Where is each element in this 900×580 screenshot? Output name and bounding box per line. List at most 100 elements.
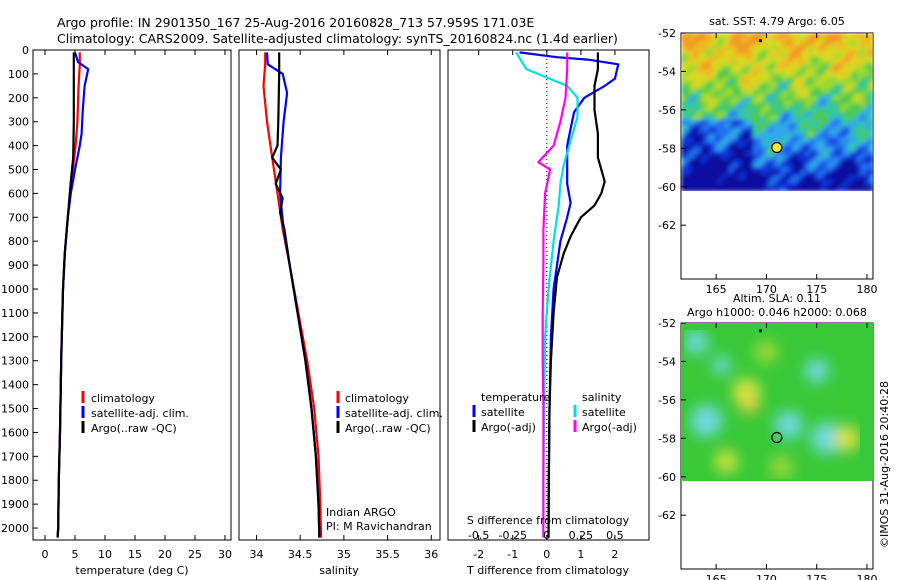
sst-cell (849, 127, 854, 133)
sst-cell (769, 115, 774, 121)
sst-cell (825, 100, 830, 105)
sst-cell (777, 44, 782, 50)
x-tick-label: 15 (128, 548, 142, 561)
sst-cell (829, 163, 834, 168)
sst-cell (781, 48, 786, 54)
sst-cell (801, 76, 806, 81)
sst-cell (733, 92, 738, 97)
sst-cell (701, 143, 706, 149)
sst-cell (745, 151, 750, 157)
sst-cell (781, 76, 786, 81)
sst-cell (849, 139, 854, 145)
sst-cell (769, 127, 774, 133)
sst-cell (817, 171, 822, 176)
sst-cell (797, 92, 802, 97)
sst-cell (797, 88, 802, 93)
temperature-ticks: 0 5 10 15 20 25 30 (42, 50, 232, 561)
sst-cell (849, 155, 854, 160)
sst-cell (817, 64, 822, 70)
sst-cell (785, 96, 790, 101)
sst-cell (681, 187, 686, 191)
sst-cell (725, 108, 730, 113)
sst-cell (701, 179, 706, 184)
sst-cell (709, 100, 714, 105)
sst-cell (761, 183, 766, 188)
sst-cell (749, 68, 754, 74)
sst-cell (749, 135, 754, 141)
y-tick-label: 500 (8, 164, 29, 177)
sst-cell (713, 84, 718, 89)
sst-cell (709, 84, 714, 89)
sst-cell (857, 155, 862, 160)
sst-cell (833, 115, 838, 121)
sst-cell (865, 151, 870, 157)
sst-cell (741, 40, 746, 46)
sst-cell (797, 183, 802, 188)
sst-cell (781, 88, 786, 93)
sst-cell (845, 36, 850, 42)
sst-cell (757, 167, 762, 172)
sst-cell (841, 100, 846, 105)
sst-cell (721, 123, 726, 129)
sst-cell (829, 36, 834, 42)
sst-cell (797, 60, 802, 66)
sst-cell (709, 40, 714, 46)
sla-blob (774, 410, 803, 439)
sst-cell (869, 131, 873, 137)
sst-cell (777, 159, 782, 164)
sst-cell (757, 72, 762, 78)
sst-cell (717, 92, 722, 97)
sst-cell (689, 155, 694, 160)
sst-cell (865, 171, 870, 176)
sst-cell (761, 115, 766, 121)
sst-cell (865, 60, 870, 66)
sst-cell (853, 179, 858, 184)
sst-cell (861, 112, 866, 117)
sst-cell (841, 167, 846, 172)
sst-cell (857, 112, 862, 117)
sst-cell (817, 159, 822, 164)
sst-cell (765, 60, 770, 66)
sst-cell (709, 135, 714, 141)
sst-cell (761, 159, 766, 164)
sst-cell (845, 187, 850, 191)
sst-cell (845, 143, 850, 149)
sst-cell (717, 88, 722, 93)
sst-cell (849, 104, 854, 109)
sst-cell (681, 135, 686, 141)
sst-cell (781, 68, 786, 74)
sst-cell (805, 76, 810, 81)
sst-cell (685, 100, 690, 105)
sst-cell (781, 159, 786, 164)
sst-cell (829, 44, 834, 50)
sst-cell (773, 179, 778, 184)
sst-cell (753, 171, 758, 176)
sst-cell (745, 119, 750, 125)
sst-cell (765, 48, 770, 54)
sst-cell (789, 44, 794, 50)
sst-cell (857, 100, 862, 105)
sst-cell (701, 96, 706, 101)
sst-cell (701, 56, 706, 62)
sst-cell (845, 33, 850, 38)
sst-cell (749, 119, 754, 125)
sst-cell (773, 167, 778, 172)
sst-cell (861, 44, 866, 50)
sst-cell (785, 36, 790, 42)
sst-cell (749, 179, 754, 184)
sst-cell (769, 108, 774, 113)
sst-cell (689, 167, 694, 172)
sst-cell (697, 159, 702, 164)
sst-cell (865, 96, 870, 101)
sst-cell (797, 84, 802, 89)
sst-cell (849, 187, 854, 191)
sst-cell (865, 64, 870, 70)
sst-cell (833, 167, 838, 172)
sst-cell (825, 96, 830, 101)
sst-cell (865, 139, 870, 145)
sst-cell (741, 36, 746, 42)
sst-cell (865, 112, 870, 117)
sst-cell (841, 96, 846, 101)
sst-cell (709, 155, 714, 160)
sst-cell (769, 33, 774, 38)
